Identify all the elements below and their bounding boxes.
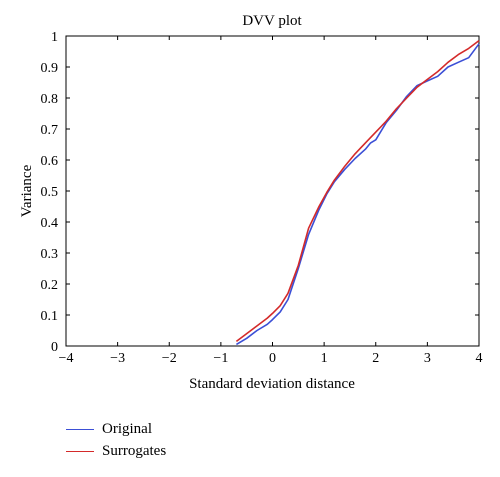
y-tick-label: 1 [51,30,58,45]
x-tick-label: 1 [321,351,328,366]
plot-frame [65,35,480,347]
x-tick-label: 0 [269,351,276,366]
y-tick-label: 0.2 [41,278,59,293]
x-tick-label: −4 [59,351,74,366]
series-line-original [235,43,480,346]
x-tick-label: 3 [424,351,431,366]
x-tick-label: 2 [372,351,379,366]
y-tick-label: 0.3 [41,247,59,262]
y-axis-label: Variance [19,164,35,217]
x-tick-label: 4 [476,351,483,366]
legend-label-surrogates: Surrogates [102,442,167,459]
y-axis: 0 0.1 0.2 0.3 0.4 0.5 0.6 0.7 0.8 0.9 1 [41,30,479,355]
y-tick-label: 0 [51,340,58,355]
series-layer [235,39,480,346]
series-line-surrogates [235,39,480,343]
legend-label-original: Original [102,420,152,437]
x-tick-label: −2 [162,351,177,366]
y-tick-label: 0.4 [41,216,59,231]
chart-title: DVV plot [242,13,302,29]
y-tick-label: 0.5 [41,185,59,200]
y-tick-label: 0.6 [41,154,59,169]
legend-swatch-original [66,428,94,430]
y-tick-label: 0.1 [41,309,59,324]
legend-item-original: Original [66,418,166,440]
x-tick-label: −1 [213,351,228,366]
legend-swatch-surrogates [66,450,94,452]
legend: Original Surrogates [66,418,166,462]
x-axis: −4 −3 −2 −1 0 1 2 3 4 [59,36,483,366]
legend-item-surrogates: Surrogates [66,440,166,462]
x-axis-label: Standard deviation distance [189,376,355,392]
y-tick-label: 0.8 [41,92,59,107]
y-tick-label: 0.9 [41,61,59,76]
y-tick-label: 0.7 [41,123,59,138]
x-tick-label: −3 [110,351,125,366]
